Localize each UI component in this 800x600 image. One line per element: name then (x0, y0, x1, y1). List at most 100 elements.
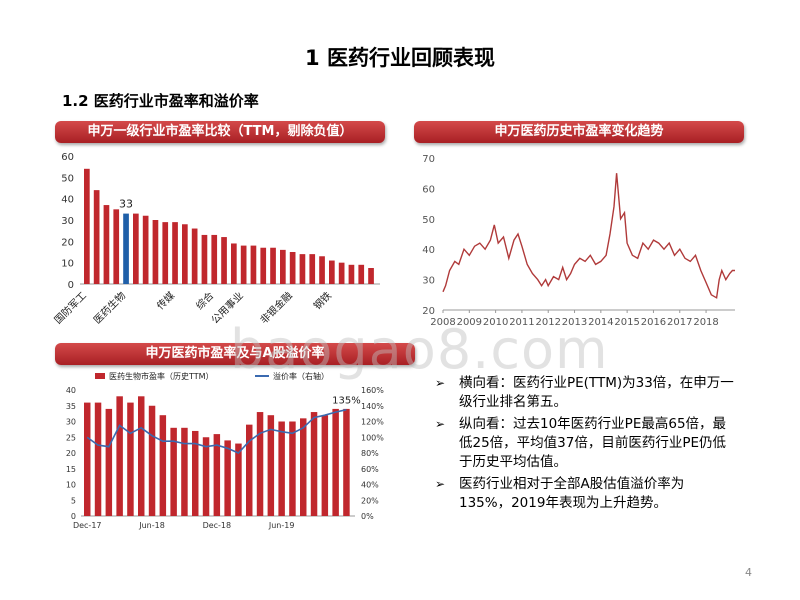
pe-bar (116, 396, 123, 516)
y2-tick-label: 100% (361, 433, 384, 442)
arrow-bullet-icon: ➢ (435, 376, 446, 390)
y-tick-label: 25 (66, 433, 76, 442)
pe-bar (289, 421, 296, 516)
bar (84, 168, 90, 284)
bullet-item: ➢ 横向看：医药行业PE(TTM)为33倍，在申万一级行业排名第五。 (435, 374, 735, 412)
bullet-text: 横向看：医药行业PE(TTM)为33倍，在申万一级行业排名第五。 (459, 375, 734, 410)
x-tick-label: 医药生物 (91, 289, 128, 326)
x-tick-label: 2016 (641, 317, 666, 328)
bar (123, 213, 129, 284)
bar (358, 264, 365, 284)
bar (329, 260, 335, 284)
bullet-item: ➢ 医药行业相对于全部A股估值溢价率为135%，2019年表现为上升趋势。 (435, 475, 735, 513)
y2-tick-label: 140% (361, 402, 384, 411)
bar (133, 213, 139, 284)
y2-tick-label: 40% (361, 481, 379, 490)
y2-tick-label: 20% (361, 496, 379, 505)
bar (142, 215, 149, 284)
watermark: baogao8.com (230, 318, 609, 381)
y-tick-label: 40 (61, 195, 74, 206)
bar (240, 245, 247, 284)
pe-bar (192, 430, 199, 516)
x-tick-label: 2011 (509, 317, 534, 328)
pe-bar (148, 405, 156, 516)
pe-bar (84, 402, 91, 516)
y2-tick-label: 60% (361, 465, 379, 474)
pe-bar (159, 415, 167, 516)
x-tick-label: 2012 (535, 317, 560, 328)
pe-bar (202, 437, 210, 516)
bar (152, 220, 159, 284)
y-tick-label: 50 (422, 215, 435, 226)
bar (338, 262, 345, 284)
bar (93, 190, 100, 284)
arrow-bullet-icon: ➢ (435, 417, 446, 431)
bar (270, 247, 276, 284)
bar (260, 247, 267, 284)
pe-bar (213, 434, 221, 516)
pe-bar (300, 418, 307, 516)
x-tick-label: Jun-19 (268, 521, 295, 530)
y-tick-label: 70 (422, 154, 435, 165)
bar (250, 245, 257, 284)
y2-tick-label: 160% (361, 386, 384, 395)
pe-bar (310, 412, 318, 516)
x-tick-label: 钢铁 (311, 289, 334, 312)
bullet-list: ➢ 横向看：医药行业PE(TTM)为33倍，在申万一级行业排名第五。 ➢ 纵向看：过… (435, 374, 735, 516)
y-tick-label: 30 (422, 276, 435, 287)
pe-history-line (442, 173, 735, 299)
y-tick-label: 5 (71, 496, 76, 505)
bar (103, 205, 110, 284)
arrow-bullet-icon: ➢ (435, 477, 446, 491)
x-tick-label: Dec-18 (203, 521, 232, 530)
page-number: 4 (745, 566, 752, 579)
pe-bar (321, 415, 329, 516)
legend-label-pe: 医药生物市盈率（历史TTM） (109, 371, 214, 381)
pe-bar (246, 424, 253, 516)
bar (172, 222, 178, 284)
banner-pe-premium: 申万医药市盈率及与A股溢价率 (55, 343, 415, 365)
y-tick-label: 15 (66, 465, 76, 474)
pe-bar (181, 427, 188, 516)
bar (191, 228, 198, 284)
slide-title: 1 医药行业回顾表现 (305, 46, 495, 70)
pe-bar (138, 396, 145, 516)
y2-tick-label: 120% (361, 418, 384, 427)
y-tick-label: 0 (68, 280, 74, 291)
pe-bar (256, 412, 264, 516)
highlight-data-label: 33 (119, 198, 133, 211)
pe-bar (343, 408, 350, 516)
legend-label-premium: 溢价率（右轴） (273, 371, 329, 381)
pe-bar (235, 443, 242, 516)
pe-bar (127, 402, 134, 516)
x-tick-label: 综合 (193, 289, 216, 312)
y-tick-label: 50 (61, 173, 74, 184)
y2-tick-label: 0% (361, 512, 374, 521)
bar (162, 222, 169, 284)
bar (319, 256, 325, 284)
x-tick-label: 2015 (614, 317, 639, 328)
y-tick-label: 10 (66, 481, 76, 490)
pe-bar (94, 402, 102, 516)
banner-industry-pe: 申万一级行业市盈率比较（TTM，剔除负值） (55, 121, 385, 143)
x-tick-label: Jun-18 (138, 521, 165, 530)
x-tick-label: 传媒 (155, 290, 178, 313)
bar (348, 264, 355, 284)
bar (280, 249, 286, 284)
pe-bar (267, 415, 275, 516)
pe-bar (224, 440, 231, 516)
pe-premium-combo-chart: 医药生物市盈率（历史TTM） 溢价率（右轴） 0 5 10 15 20 25 30 35 40 0% 2… (66, 371, 384, 530)
pe-bar (332, 408, 339, 516)
bar (299, 254, 306, 284)
y-tick-label: 30 (61, 216, 74, 227)
bar (221, 237, 227, 284)
x-tick-label: 2013 (562, 317, 587, 328)
bar (368, 268, 374, 284)
bar (211, 234, 218, 284)
y-tick-label: 30 (66, 418, 76, 427)
legend-swatch-pe (95, 373, 105, 379)
y-tick-label: 10 (61, 259, 74, 270)
x-tick-label: 2014 (588, 317, 613, 328)
premium-annotation: 135% (332, 396, 361, 407)
